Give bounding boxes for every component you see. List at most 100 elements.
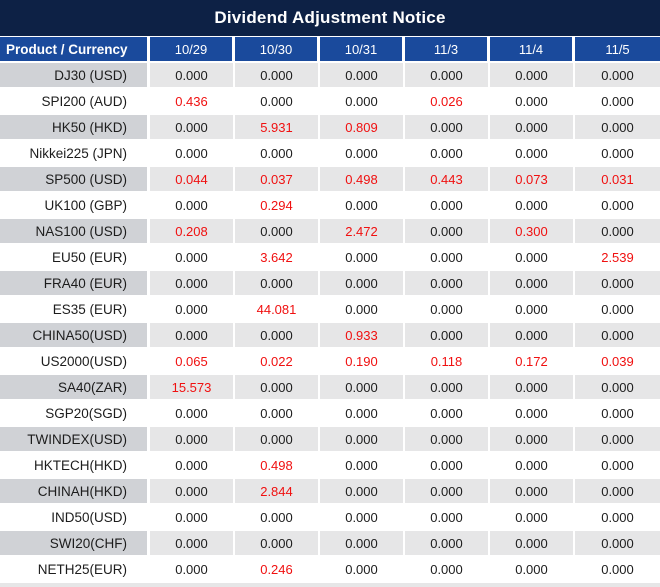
dividend-value: 0.933 xyxy=(320,323,405,349)
dividend-value: 0.000 xyxy=(490,271,575,297)
dividend-value: 2.472 xyxy=(320,219,405,245)
dividend-value: 0.246 xyxy=(235,557,320,583)
table-edge-strip xyxy=(0,583,660,587)
product-label: Nikkei225 (JPN) xyxy=(0,141,150,167)
dividend-value: 0.000 xyxy=(320,479,405,505)
column-header-date: 11/5 xyxy=(575,37,660,63)
dividend-value: 3.642 xyxy=(235,245,320,271)
dividend-value: 0.000 xyxy=(150,427,235,453)
dividend-value: 0.000 xyxy=(150,115,235,141)
dividend-value: 0.037 xyxy=(235,167,320,193)
dividend-value: 0.000 xyxy=(575,63,660,89)
dividend-value: 0.300 xyxy=(490,219,575,245)
dividend-value: 0.000 xyxy=(150,531,235,557)
dividend-value: 0.000 xyxy=(490,297,575,323)
column-header-date: 11/3 xyxy=(405,37,490,63)
column-header-product-currency: Product / Currency xyxy=(0,37,150,63)
dividend-value: 0.000 xyxy=(575,427,660,453)
product-label: SPI200 (AUD) xyxy=(0,89,150,115)
dividend-value: 0.000 xyxy=(320,401,405,427)
product-label: CHINA50(USD) xyxy=(0,323,150,349)
dividend-value: 0.000 xyxy=(405,479,490,505)
dividend-value: 0.000 xyxy=(405,271,490,297)
dividend-value: 0.044 xyxy=(150,167,235,193)
dividend-value: 0.022 xyxy=(235,349,320,375)
product-label: DJ30 (USD) xyxy=(0,63,150,89)
dividend-value: 0.000 xyxy=(490,89,575,115)
dividend-value: 0.000 xyxy=(575,89,660,115)
dividend-value: 0.000 xyxy=(490,375,575,401)
dividend-value: 0.000 xyxy=(405,219,490,245)
dividend-value: 0.000 xyxy=(405,453,490,479)
table-row: SA40(ZAR) 15.573 0.000 0.000 0.000 0.000 0.000 xyxy=(0,375,660,401)
product-label: US2000(USD) xyxy=(0,349,150,375)
column-header-date: 10/31 xyxy=(320,37,405,63)
dividend-value: 0.190 xyxy=(320,349,405,375)
table-row: US2000(USD) 0.065 0.022 0.190 0.118 0.172 0.03… xyxy=(0,349,660,375)
dividend-value: 0.000 xyxy=(235,401,320,427)
product-label: CHINAH(HKD) xyxy=(0,479,150,505)
dividend-value: 0.000 xyxy=(405,193,490,219)
dividend-value: 0.000 xyxy=(235,375,320,401)
dividend-value: 0.000 xyxy=(405,63,490,89)
table-row: NAS100 (USD) 0.208 0.000 2.472 0.000 0.300 0.0… xyxy=(0,219,660,245)
product-label: HK50 (HKD) xyxy=(0,115,150,141)
dividend-value: 0.031 xyxy=(575,167,660,193)
product-label: SWI20(CHF) xyxy=(0,531,150,557)
dividend-value: 0.000 xyxy=(235,63,320,89)
product-label: NETH25(EUR) xyxy=(0,557,150,583)
dividend-value: 0.498 xyxy=(235,453,320,479)
table-row: Nikkei225 (JPN) 0.000 0.000 0.000 0.000 0.000… xyxy=(0,141,660,167)
dividend-value: 0.073 xyxy=(490,167,575,193)
dividend-value: 0.000 xyxy=(490,453,575,479)
table-row: DJ30 (USD) 0.000 0.000 0.000 0.000 0.000 0.000 xyxy=(0,63,660,89)
product-label: SA40(ZAR) xyxy=(0,375,150,401)
dividend-value: 0.000 xyxy=(320,141,405,167)
table-row: HK50 (HKD) 0.000 5.931 0.809 0.000 0.000 0.000 xyxy=(0,115,660,141)
dividend-value: 0.000 xyxy=(150,505,235,531)
dividend-value: 0.000 xyxy=(490,401,575,427)
column-header-date: 10/29 xyxy=(150,37,235,63)
dividend-value: 0.039 xyxy=(575,349,660,375)
dividend-value: 0.000 xyxy=(150,453,235,479)
dividend-value: 0.000 xyxy=(575,141,660,167)
dividend-value: 0.000 xyxy=(235,219,320,245)
dividend-value: 0.000 xyxy=(490,531,575,557)
dividend-value: 0.443 xyxy=(405,167,490,193)
dividend-value: 0.000 xyxy=(490,427,575,453)
dividend-value: 0.000 xyxy=(575,557,660,583)
product-label: EU50 (EUR) xyxy=(0,245,150,271)
dividend-value: 0.000 xyxy=(150,63,235,89)
table-row: UK100 (GBP) 0.000 0.294 0.000 0.000 0.000 0.00… xyxy=(0,193,660,219)
table-row: SWI20(CHF) 0.000 0.000 0.000 0.000 0.000 0.000 xyxy=(0,531,660,557)
dividend-value: 0.000 xyxy=(490,193,575,219)
dividend-value: 0.000 xyxy=(150,193,235,219)
dividend-value: 0.000 xyxy=(150,245,235,271)
dividend-value: 0.000 xyxy=(575,453,660,479)
dividend-value: 0.000 xyxy=(405,245,490,271)
dividend-value: 0.000 xyxy=(320,453,405,479)
table-row: SP500 (USD) 0.044 0.037 0.498 0.443 0.073 0.03… xyxy=(0,167,660,193)
dividend-value: 0.000 xyxy=(405,375,490,401)
dividend-value: 0.498 xyxy=(320,167,405,193)
table-header-row: Product / Currency 10/29 10/30 10/31 11/3 11… xyxy=(0,37,660,63)
table-body: DJ30 (USD) 0.000 0.000 0.000 0.000 0.000 0.000… xyxy=(0,63,660,583)
dividend-value: 0.000 xyxy=(490,557,575,583)
dividend-value: 0.026 xyxy=(405,89,490,115)
table-row: NETH25(EUR) 0.000 0.246 0.000 0.000 0.000 0.00… xyxy=(0,557,660,583)
table-row: SGP20(SGD) 0.000 0.000 0.000 0.000 0.000 0.000 xyxy=(0,401,660,427)
product-label: HKTECH(HKD) xyxy=(0,453,150,479)
dividend-value: 0.000 xyxy=(575,375,660,401)
dividend-value: 0.000 xyxy=(405,505,490,531)
dividend-value: 0.000 xyxy=(490,115,575,141)
dividend-value: 0.000 xyxy=(405,427,490,453)
product-label: FRA40 (EUR) xyxy=(0,271,150,297)
product-label: SGP20(SGD) xyxy=(0,401,150,427)
dividend-value: 0.000 xyxy=(320,557,405,583)
dividend-value: 0.000 xyxy=(575,271,660,297)
dividend-value: 0.000 xyxy=(575,505,660,531)
dividend-value: 0.065 xyxy=(150,349,235,375)
dividend-value: 0.000 xyxy=(490,505,575,531)
table-row: IND50(USD) 0.000 0.000 0.000 0.000 0.000 0.000 xyxy=(0,505,660,531)
